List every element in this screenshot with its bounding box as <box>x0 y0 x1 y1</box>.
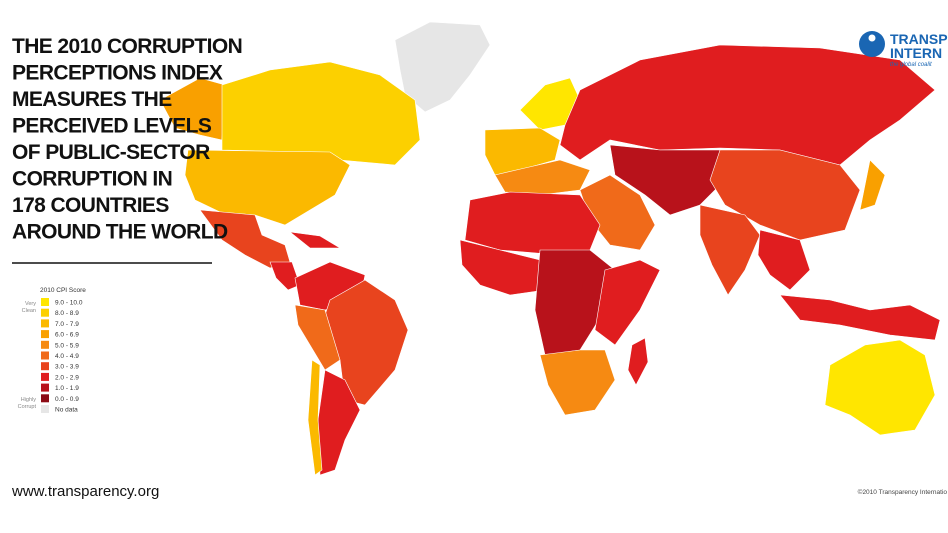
title-line: PERCEIVED LEVELS <box>12 115 212 138</box>
central-africa <box>534 249 616 356</box>
title-line: 178 COUNTRIES <box>12 194 169 217</box>
title-line: CORRUPTION IN <box>12 168 172 191</box>
legend-swatch <box>41 372 49 381</box>
logo: TRANSP INTERN the global coalit <box>859 31 948 68</box>
logo-name: INTERN <box>890 45 942 61</box>
logo-tagline: the global coalit <box>890 62 932 68</box>
legend-swatch <box>41 308 49 317</box>
title-line: THE 2010 CORRUPTION <box>12 35 242 58</box>
legend-swatch <box>41 351 49 360</box>
legend-label: No data <box>55 407 78 414</box>
canada <box>221 61 421 166</box>
legend-swatch <box>41 394 49 403</box>
legend-label: 7.0 - 7.9 <box>55 321 79 328</box>
title-line: MEASURES THE <box>12 88 172 111</box>
logo-name: TRANSP <box>890 31 948 47</box>
copyright: ©2010 Transparency Internatio <box>858 488 948 496</box>
legend-swatch <box>41 340 49 349</box>
legend-swatch <box>41 298 49 306</box>
legend-label: 5.0 - 5.9 <box>55 342 79 349</box>
title-line: AROUND THE WORLD <box>12 221 228 244</box>
legend-label: 8.0 - 8.9 <box>55 310 79 317</box>
indonesia <box>779 294 941 341</box>
legend-label: 0.0 - 0.9 <box>55 396 79 403</box>
legend-swatch <box>41 362 49 371</box>
title-block: THE 2010 CORRUPTION PERCEPTIONS INDEX MEAS… <box>12 35 243 244</box>
japan <box>859 159 886 211</box>
legend-label: 9.0 - 10.0 <box>55 300 83 307</box>
legend-label: 3.0 - 3.9 <box>55 364 79 371</box>
australia <box>824 339 936 436</box>
world-map <box>159 21 941 476</box>
west-africa <box>459 239 546 296</box>
legend: 2010 CPI Score 9.0 - 10.0 8.0 - 8.9 7.0 - 7… <box>18 287 87 414</box>
usa <box>184 149 351 226</box>
legend-side-label: Very <box>25 301 36 307</box>
legend-label: 6.0 - 6.9 <box>55 332 79 339</box>
logo-icon-head <box>868 34 876 42</box>
title-line: OF PUBLIC-SECTOR <box>12 141 210 164</box>
east-africa <box>594 259 661 346</box>
legend-swatch <box>41 330 49 339</box>
greenland <box>394 21 491 113</box>
legend-label: 4.0 - 4.9 <box>55 353 79 360</box>
legend-label: 2.0 - 2.9 <box>55 374 79 381</box>
china <box>709 149 861 241</box>
legend-side-label: Highly <box>21 397 37 403</box>
legend-swatch <box>41 383 49 392</box>
north-africa <box>464 191 601 256</box>
southeast-asia <box>757 229 811 291</box>
logo-icon <box>859 31 885 57</box>
legend-side-label: Clean <box>22 308 36 314</box>
southern-africa <box>539 349 616 416</box>
legend-swatch <box>41 319 49 328</box>
legend-title: 2010 CPI Score <box>40 287 86 294</box>
legend-side-label: Corrupt <box>18 404 37 410</box>
title-line: PERCEPTIONS INDEX <box>12 62 223 85</box>
madagascar <box>627 337 649 386</box>
legend-swatch <box>41 405 49 413</box>
caribbean <box>288 231 342 249</box>
india <box>699 204 761 296</box>
url: www.transparency.org <box>11 483 159 500</box>
legend-label: 1.0 - 1.9 <box>55 385 79 392</box>
chile <box>307 359 323 476</box>
russia <box>559 44 936 166</box>
central-america <box>269 261 301 291</box>
